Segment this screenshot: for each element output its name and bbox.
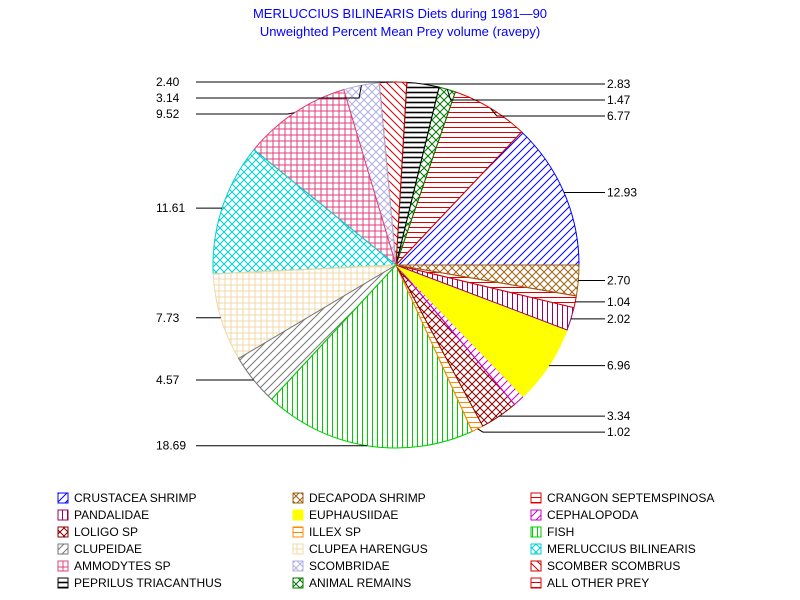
leader-line-animal-remains: [446, 89, 605, 101]
legend-label-ammodytes-sp: AMMODYTES SP: [74, 559, 171, 573]
legend-swatch-fish: [530, 526, 542, 538]
legend-item-illex-sp: ILLEX SP: [292, 525, 361, 539]
legend-swatch-euphausiidae: [292, 509, 304, 521]
legend-swatch-cephalopoda: [530, 509, 542, 521]
value-label-all-other-prey: 1.04: [607, 295, 631, 309]
legend-item-clupeidae: CLUPEIDAE: [57, 542, 142, 556]
value-label-decapoda-shrimp: 2.70: [607, 274, 631, 288]
legend-swatch-pandalidae: [57, 509, 69, 521]
value-label-euphausiidae: 6.96: [607, 359, 631, 373]
legend-label-peprilus-triacanthus: PEPRILUS TRIACANTHUS: [74, 576, 222, 590]
chart-title: MERLUCCIUS BILINEARIS Diets during 1981—…: [253, 6, 547, 21]
legend-swatch-animal-remains: [292, 577, 304, 589]
value-label-crustacea-shrimp: 12.93: [607, 186, 637, 200]
legend-label-cephalopoda: CEPHALOPODA: [547, 508, 638, 522]
legend-label-crangon-septemspinosa: CRANGON SEPTEMSPINOSA: [547, 491, 714, 505]
chart-subtitle: Unweighted Percent Mean Prey volume (rav…: [260, 24, 540, 39]
legend-swatch-scomber-scombrus: [530, 560, 542, 572]
legend-label-scombridae: SCOMBRIDAE: [309, 559, 390, 573]
value-label-clupea-harengus: 7.73: [156, 311, 180, 325]
value-label-animal-remains: 1.47: [607, 93, 631, 107]
legend-item-cephalopoda: CEPHALOPODA: [530, 508, 638, 522]
value-label-loligo-sp: 3.34: [607, 409, 631, 423]
pie-value-labels: 12.93 6.77 1.47 2.83 2.40 3.14 9.52 11.61 7.73 4.…: [156, 75, 637, 453]
legend-item-loligo-sp: LOLIGO SP: [57, 525, 138, 539]
legend-item-animal-remains: ANIMAL REMAINS: [292, 576, 411, 590]
leader-line-ammodytes-sp: [196, 112, 295, 115]
pie-leader-lines: [196, 81, 605, 447]
leader-line-scombridae: [196, 85, 362, 99]
legend-swatch-crustacea-shrimp: [57, 492, 69, 504]
legend-label-loligo-sp: LOLIGO SP: [74, 525, 138, 539]
legend-swatch-ammodytes-sp: [57, 560, 69, 572]
legend-item-ammodytes-sp: AMMODYTES SP: [57, 559, 171, 573]
leader-line-illex-sp: [477, 428, 605, 433]
legend-item-euphausiidae: EUPHAUSIIDAE: [292, 508, 398, 522]
legend-label-merluccius-bilinearis: MERLUCCIUS BILINEARIS: [547, 542, 696, 556]
legend-label-illex-sp: ILLEX SP: [309, 525, 361, 539]
legend-item-merluccius-bilinearis: MERLUCCIUS BILINEARIS: [530, 542, 696, 556]
pie-slice-ammodytes-sp: [253, 88, 397, 267]
value-label-peprilus-triacanthus: 2.83: [607, 77, 631, 91]
value-label-fish: 18.69: [156, 439, 186, 453]
legend-swatch-clupea-harengus: [292, 543, 304, 555]
legend-label-clupea-harengus: CLUPEA HARENGUS: [309, 542, 428, 556]
legend-swatch-peprilus-triacanthus: [57, 577, 69, 589]
legend: CRUSTACEA SHRIMP DECAPODA SHRIMP CRANGON S…: [57, 491, 714, 590]
value-label-clupeidae: 4.57: [156, 373, 180, 387]
legend-item-all-other-prey: ALL OTHER PREY: [530, 576, 649, 590]
legend-item-clupea-harengus: CLUPEA HARENGUS: [292, 542, 428, 556]
value-label-illex-sp: 1.02: [607, 425, 631, 439]
value-label-merluccius-bilinearis: 11.61: [156, 201, 185, 215]
value-label-crangon-septemspinosa: 6.77: [607, 109, 631, 123]
legend-label-animal-remains: ANIMAL REMAINS: [309, 576, 411, 590]
value-label-scombridae: 3.14: [156, 91, 180, 105]
legend-swatch-loligo-sp: [57, 526, 69, 538]
legend-label-clupeidae: CLUPEIDAE: [74, 542, 142, 556]
legend-swatch-decapoda-shrimp: [292, 492, 304, 504]
legend-item-fish: FISH: [530, 525, 574, 539]
legend-item-pandalidae: PANDALIDAE: [57, 508, 149, 522]
legend-label-euphausiidae: EUPHAUSIIDAE: [309, 508, 398, 522]
legend-item-crustacea-shrimp: CRUSTACEA SHRIMP: [57, 491, 196, 505]
legend-swatch-crangon-septemspinosa: [530, 492, 542, 504]
legend-item-decapoda-shrimp: DECAPODA SHRIMP: [292, 491, 426, 505]
legend-swatch-clupeidae: [57, 543, 69, 555]
value-label-pandalidae: 2.02: [607, 312, 631, 326]
value-label-scomber-scombrus: 2.40: [156, 75, 180, 89]
legend-swatch-all-other-prey: [530, 577, 542, 589]
legend-label-crustacea-shrimp: CRUSTACEA SHRIMP: [74, 491, 196, 505]
legend-swatch-illex-sp: [292, 526, 304, 538]
legend-item-scombridae: SCOMBRIDAE: [292, 559, 390, 573]
legend-swatch-merluccius-bilinearis: [530, 543, 542, 555]
value-label-ammodytes-sp: 9.52: [156, 107, 180, 121]
leader-line-crangon-septemspinosa: [490, 108, 605, 117]
legend-label-all-other-prey: ALL OTHER PREY: [547, 576, 649, 590]
legend-label-decapoda-shrimp: DECAPODA SHRIMP: [309, 491, 426, 505]
legend-item-crangon-septemspinosa: CRANGON SEPTEMSPINOSA: [530, 491, 714, 505]
legend-swatch-scombridae: [292, 560, 304, 572]
legend-label-fish: FISH: [547, 525, 574, 539]
legend-label-scomber-scombrus: SCOMBER SCOMBRUS: [547, 559, 680, 573]
legend-item-peprilus-triacanthus: PEPRILUS TRIACANTHUS: [57, 576, 222, 590]
pie-slices: [212, 81, 580, 449]
legend-item-scomber-scombrus: SCOMBER SCOMBRUS: [530, 559, 680, 573]
legend-label-pandalidae: PANDALIDAE: [74, 508, 149, 522]
